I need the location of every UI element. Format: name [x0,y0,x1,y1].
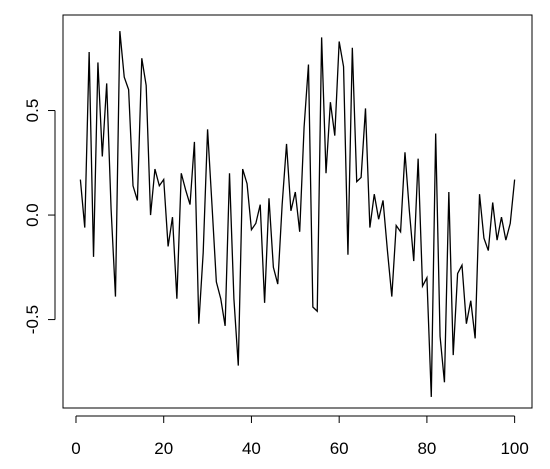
y-tick-label: -0.5 [23,305,42,334]
x-tick-label: 0 [71,439,80,458]
x-tick-label: 80 [417,439,436,458]
x-tick-label: 20 [154,439,173,458]
y-tick-label: 0.0 [23,203,42,227]
plot-box [62,14,533,409]
x-tick-label: 60 [330,439,349,458]
x-tick-label: 100 [500,439,528,458]
x-tick-label: 40 [242,439,261,458]
data-line [79,31,516,397]
y-tick-label: 0.5 [23,99,42,123]
